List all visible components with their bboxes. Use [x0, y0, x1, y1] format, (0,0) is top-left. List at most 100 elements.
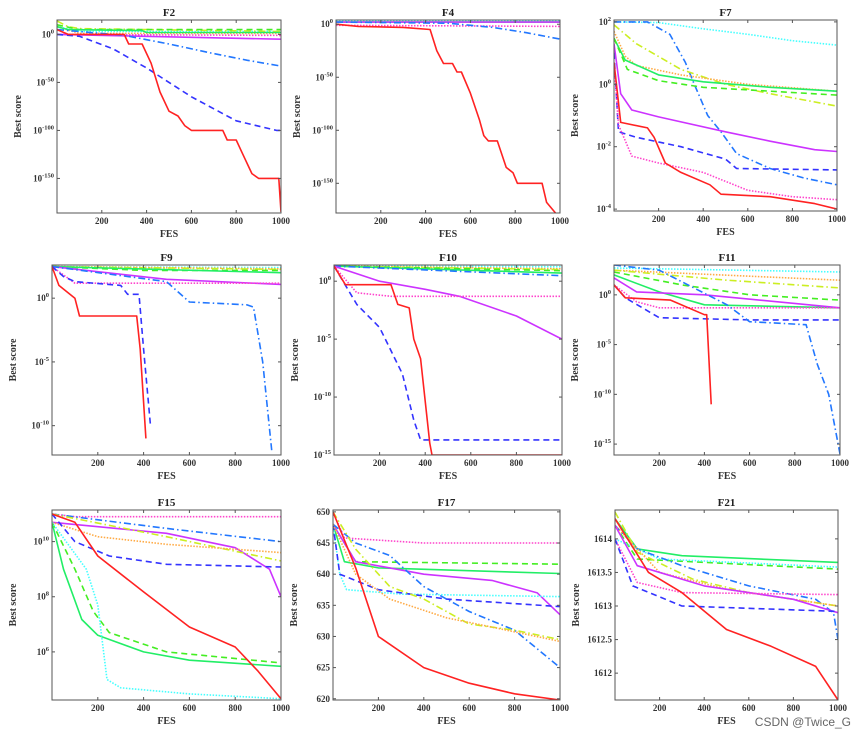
tick-exponent: -15	[322, 449, 331, 456]
series-line-blue-dashdot	[336, 21, 560, 40]
y-tick-label: 1612.5	[587, 635, 612, 645]
x-tick-label: 200	[91, 703, 105, 713]
series-line-green	[615, 518, 838, 564]
y-axis-label: Best score	[8, 338, 19, 381]
y-tick-label: 645	[317, 538, 331, 548]
y-tick-label: 10-5	[317, 333, 332, 344]
series-line-blue-dashdot	[52, 513, 281, 543]
plot-frame	[51, 264, 282, 456]
series-line-red	[615, 518, 838, 700]
series-line-yellow-dashdot	[334, 265, 562, 271]
series-line-blue-dash	[333, 524, 560, 608]
series-line-pink-dot	[614, 284, 840, 309]
tick-exponent: -5	[326, 333, 332, 340]
y-tick-label: 10-10	[313, 391, 331, 402]
series-line-orange-dot	[52, 265, 281, 270]
x-tick-label: 800	[510, 458, 524, 468]
series-line-red	[52, 513, 281, 700]
tick-exponent: -5	[606, 339, 612, 346]
y-tick-label: 10-150	[33, 172, 54, 183]
tick-exponent: 6	[46, 646, 50, 653]
series-group	[52, 265, 281, 452]
y-tick-label: 1614	[594, 534, 613, 544]
plot-frame	[56, 19, 282, 214]
series-line-pink-dot	[334, 265, 562, 298]
y-tick-label: 1613	[594, 601, 613, 611]
y-tick-label: 10-10	[31, 420, 49, 431]
y-tick-label: 10-50	[36, 76, 54, 87]
subplot-f2: 200 400 600 800 1000 10-150 10-100 10-50 100 F2 FE…	[13, 7, 291, 240]
x-tick-label: 400	[137, 458, 151, 468]
x-tick-label: 800	[228, 458, 242, 468]
tick-exponent: 0	[328, 275, 331, 282]
series-line-pink-dot	[52, 513, 281, 518]
x-tick-label: 200	[91, 458, 105, 468]
subplot-f10: 200 400 600 800 1000 10-15 10-10 10-5 100 F10 FES B…	[290, 252, 572, 482]
y-tick-label: 10-100	[312, 124, 333, 135]
tick-exponent: 10	[43, 536, 50, 543]
plot-frame	[613, 19, 838, 212]
series-line-red	[614, 284, 712, 405]
y-axis-label: Best score	[571, 583, 582, 626]
y-tick-label: 1010	[34, 536, 50, 547]
y-tick-label: 10-4	[597, 203, 612, 214]
series-line-pink-dot	[52, 265, 281, 285]
series-line-blue-dashdot	[614, 21, 837, 186]
tick-exponent: -10	[602, 388, 611, 395]
x-tick-label: 200	[652, 214, 666, 224]
x-tick-label: 200	[653, 703, 667, 713]
x-tick-label: 800	[228, 703, 242, 713]
series-line-green	[52, 265, 281, 274]
series-line-yellow-dashdot	[614, 24, 837, 107]
series-line-red	[57, 28, 281, 213]
watermark: CSDN @Twice_G	[754, 715, 851, 729]
tick-exponent: -100	[321, 124, 333, 131]
x-tick-label: 400	[698, 458, 712, 468]
series-line-red	[334, 265, 562, 455]
x-tick-label: 800	[508, 216, 522, 226]
series-line-yellow-dashdot	[52, 265, 281, 271]
series-line-red	[52, 266, 147, 439]
subplot-f7: 200 400 600 800 1000 10-4 10-2 100 102 F7 FES Best …	[570, 7, 847, 238]
subplot-f17: 200 400 600 800 1000 620 625 630 635 640 645 650 F17…	[289, 497, 570, 727]
x-tick-label: 400	[137, 703, 151, 713]
y-tick-label: 10-15	[593, 438, 611, 449]
x-tick-label: 600	[741, 214, 755, 224]
y-tick-label: 620	[317, 694, 331, 704]
y-tick-label: 630	[317, 631, 331, 641]
subplot-title: F4	[442, 7, 455, 19]
series-line-cyan-dot	[615, 538, 838, 568]
subplot-title: F9	[160, 252, 173, 264]
plot-frame	[614, 509, 839, 701]
x-tick-label: 600	[185, 216, 199, 226]
series-group	[52, 513, 281, 700]
subplot-title: F21	[718, 497, 736, 509]
tick-exponent: -100	[42, 124, 54, 131]
subplot-title: F10	[439, 252, 457, 264]
tick-exponent: 8	[46, 591, 50, 598]
y-axis-label: Best score	[13, 95, 24, 138]
tick-exponent: -5	[44, 356, 50, 363]
series-line-magenta	[334, 265, 562, 340]
series-line-cyan-dot	[52, 521, 281, 700]
y-axis-label: Best score	[570, 338, 581, 381]
tick-exponent: -10	[322, 391, 331, 398]
series-line-blue-dashdot	[57, 28, 281, 67]
subplot-f11: 200 400 600 800 1000 10-15 10-10 10-5 100 F11 FES B…	[570, 252, 850, 482]
series-group	[614, 265, 840, 455]
x-tick-label: 1000	[272, 216, 291, 226]
series-line-blue-dash	[614, 53, 837, 171]
x-tick-label: 400	[697, 703, 711, 713]
series-line-green	[334, 265, 562, 274]
y-tick-label: 100	[321, 18, 333, 29]
series-line-green	[52, 522, 281, 668]
y-tick-label: 10-100	[33, 124, 54, 135]
plot-frame	[333, 264, 563, 456]
x-tick-label: 200	[373, 458, 387, 468]
plot-frame	[51, 509, 282, 701]
tick-exponent: -15	[602, 438, 611, 445]
series-line-green-dash	[614, 271, 840, 301]
series-line-magenta	[614, 43, 837, 153]
x-tick-label: 200	[372, 703, 386, 713]
